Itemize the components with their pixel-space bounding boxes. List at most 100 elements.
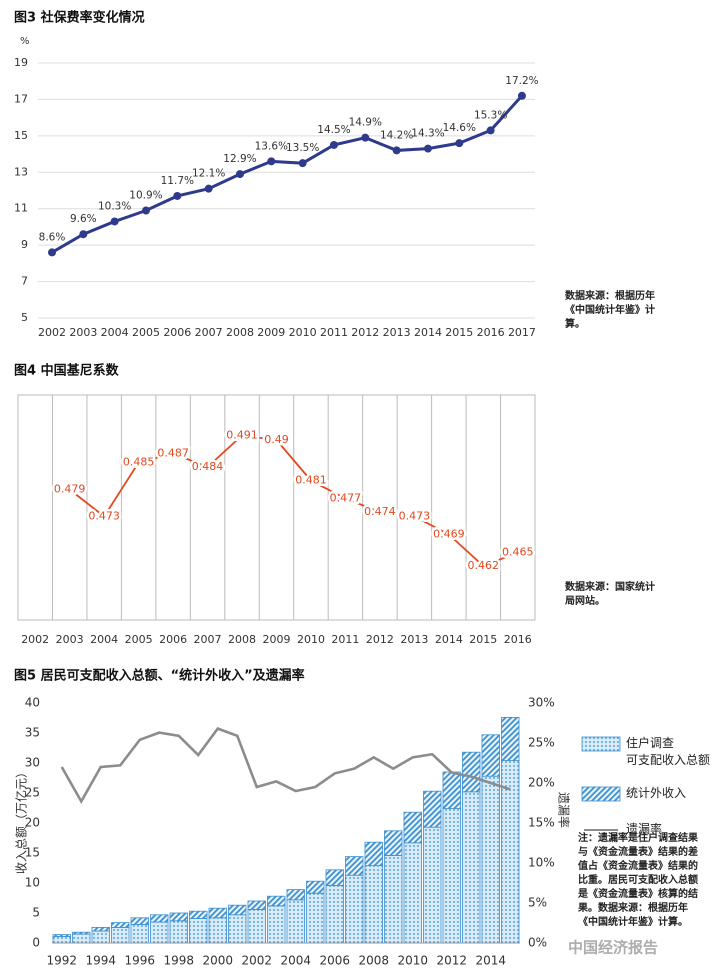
bar-segment <box>189 918 208 944</box>
y-tick-label: 15 <box>25 846 40 860</box>
x-tick-label: 1994 <box>85 954 116 968</box>
y-tick-label: 30 <box>25 756 40 770</box>
bar-segment <box>267 895 286 907</box>
bar-segment <box>403 842 422 944</box>
data-point <box>423 144 432 153</box>
data-label: 13.5% <box>286 142 319 154</box>
bar-segment <box>130 917 149 925</box>
y2-tick-label: 0% <box>528 936 547 950</box>
x-tick-label: 2010 <box>397 954 428 968</box>
data-label: 14.6% <box>443 122 476 134</box>
bar-segment <box>208 907 227 919</box>
bar-segment <box>150 921 169 944</box>
x-tick-label: 2005 <box>125 633 153 646</box>
legend-label: 统计外收入 <box>626 786 687 800</box>
data-point <box>455 139 464 148</box>
data-label: 10.9% <box>129 190 162 202</box>
data-label: 0.474 <box>364 505 396 518</box>
legend-label: 住户调查 可支配收入总额 <box>626 736 711 767</box>
data-label: 0.477 <box>330 492 362 505</box>
bar-segment <box>267 905 286 944</box>
bar-segment <box>442 771 461 809</box>
data-point <box>267 157 276 166</box>
bar-segment <box>462 751 481 793</box>
x-tick-label: 2004 <box>101 326 129 339</box>
bar-segment <box>345 874 364 944</box>
data-label: 17.2% <box>505 75 538 87</box>
data-label: 0.473 <box>88 510 120 523</box>
bar-segment <box>403 811 422 844</box>
y2-axis-label: 遗漏率 <box>557 792 572 828</box>
bar-segment <box>384 855 403 944</box>
x-tick-label: 2010 <box>289 326 317 339</box>
data-label: 12.9% <box>223 153 256 165</box>
x-tick-label: 2016 <box>477 326 505 339</box>
bar-segment <box>442 808 461 944</box>
data-label: 12.1% <box>192 168 225 180</box>
x-tick-label: 2006 <box>163 326 191 339</box>
data-point <box>235 170 244 179</box>
bar-segment <box>111 922 130 928</box>
x-tick-label: 1998 <box>163 954 194 968</box>
data-label: 13.6% <box>255 140 288 152</box>
data-label: 0.462 <box>468 559 500 572</box>
data-point <box>298 159 307 168</box>
x-tick-label: 2012 <box>436 954 467 968</box>
data-label: 9.6% <box>70 213 97 225</box>
bar-segment <box>72 933 91 944</box>
bar-segment <box>306 880 325 894</box>
data-label: 0.473 <box>399 510 431 523</box>
data-label: 11.7% <box>161 175 194 187</box>
bar-segment <box>247 909 266 944</box>
chart-title: 图4 中国基尼系数 <box>14 363 120 379</box>
y2-tick-label: 10% <box>528 856 555 870</box>
y-tick-label: 25 <box>25 786 40 800</box>
x-tick-label: 2004 <box>280 954 311 968</box>
data-label: 14.2% <box>380 129 413 141</box>
x-tick-label: 1992 <box>46 954 77 968</box>
x-tick-label: 2007 <box>194 633 222 646</box>
bar-segment <box>228 914 247 944</box>
y-tick-label: 9 <box>21 238 28 251</box>
data-label: 0.481 <box>295 474 327 487</box>
data-point <box>204 184 213 193</box>
x-tick-label: 2015 <box>445 326 473 339</box>
bar-segment <box>169 920 188 944</box>
bar-segment <box>52 936 71 944</box>
y-tick-label: 15 <box>14 129 28 142</box>
y-tick-label: 0 <box>32 936 40 950</box>
bar-segment <box>423 826 442 944</box>
y-tick-label: 17 <box>14 92 28 105</box>
y2-tick-label: 25% <box>528 736 555 750</box>
y-tick-label: 7 <box>21 275 28 288</box>
x-tick-label: 2004 <box>90 633 118 646</box>
bar-segment <box>130 924 149 944</box>
x-tick-label: 2015 <box>469 633 497 646</box>
y2-tick-label: 20% <box>528 776 555 790</box>
data-label: 15.3% <box>474 109 507 121</box>
y-tick-label: 20 <box>25 816 40 830</box>
x-tick-label: 2014 <box>475 954 506 968</box>
data-point <box>173 191 182 200</box>
source-note: 数据来源：根据历年《中国统计年鉴》计算。 <box>565 291 655 330</box>
bar-segment <box>325 885 344 944</box>
y-tick-label: 40 <box>25 696 40 710</box>
x-tick-label: 2002 <box>38 326 66 339</box>
data-point <box>517 91 526 100</box>
data-label: 0.484 <box>192 460 224 473</box>
legend-swatch <box>581 786 621 802</box>
y-axis-label: 收入总额（万亿元） <box>14 766 29 874</box>
x-tick-label: 2017 <box>508 326 536 339</box>
chart-title: 图5 居民可支配收入总额、“统计外收入”及遗漏率 <box>14 668 305 684</box>
chart-note: 注：遗漏率是住户调查结果与《资金流量表》结果的差值占《资金流量表》结果的比重。居… <box>578 833 698 928</box>
data-point <box>486 126 495 135</box>
plot-frame <box>17 394 536 621</box>
x-tick-label: 2013 <box>383 326 411 339</box>
y-tick-label: 35 <box>25 726 40 740</box>
bar-segment <box>286 899 305 944</box>
x-tick-label: 2000 <box>202 954 233 968</box>
x-tick-label: 2007 <box>195 326 223 339</box>
bar-segment <box>481 734 500 777</box>
data-label: 0.485 <box>123 456 155 469</box>
